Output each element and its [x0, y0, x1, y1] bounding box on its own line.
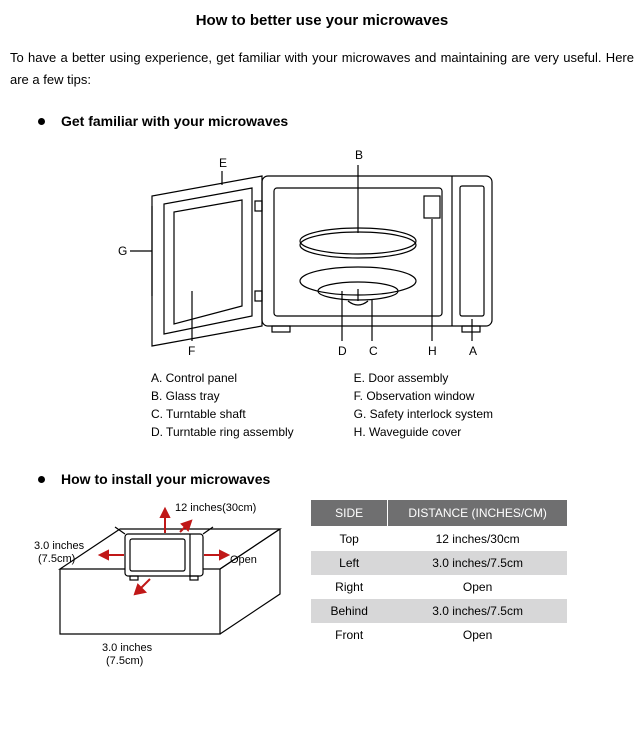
table-row: Top 12 inches/30cm	[311, 527, 568, 552]
legend-item: F. Observation window	[354, 387, 493, 405]
install-open-label: Open	[230, 554, 257, 566]
table-cell: 3.0 inches/7.5cm	[388, 551, 567, 575]
distance-table: SIDE DISTANCE (INCHES/CM) Top 12 inches/…	[310, 499, 568, 647]
diagram-label-a: A	[469, 344, 477, 358]
table-row: Right Open	[311, 575, 568, 599]
legend-col-left: A. Control panel B. Glass tray C. Turnta…	[151, 369, 294, 441]
table-cell: Behind	[311, 599, 388, 623]
table-cell: Left	[311, 551, 388, 575]
table-row: Behind 3.0 inches/7.5cm	[311, 599, 568, 623]
table-row: Front Open	[311, 623, 568, 647]
diagram-label-e: E	[219, 156, 227, 170]
install-front-label2: (7.5cm)	[106, 655, 143, 667]
legend-item: A. Control panel	[151, 369, 294, 387]
diagram-label-g: G	[118, 244, 127, 258]
table-cell: Front	[311, 623, 388, 647]
page-title: How to better use your microwaves	[10, 12, 634, 29]
diagram-label-d: D	[338, 344, 347, 358]
legend-col-right: E. Door assembly F. Observation window G…	[354, 369, 493, 441]
install-front-label1: 3.0 inches	[102, 642, 153, 654]
install-top-label: 12 inches(30cm)	[175, 502, 256, 514]
legend-item: G. Safety interlock system	[354, 405, 493, 423]
section2-title: How to install your microwaves	[61, 471, 270, 487]
section2-heading: How to install your microwaves	[38, 471, 634, 487]
table-row: Left 3.0 inches/7.5cm	[311, 551, 568, 575]
table-cell: Right	[311, 575, 388, 599]
table-header-side: SIDE	[311, 500, 388, 527]
table-cell: 3.0 inches/7.5cm	[388, 599, 567, 623]
install-diagram: 12 inches(30cm) 3.0 inches (7.5cm) Open …	[30, 499, 290, 674]
legend-item: D. Turntable ring assembly	[151, 423, 294, 441]
table-cell: Open	[388, 623, 567, 647]
diagram-label-f: F	[188, 344, 195, 358]
table-cell: Top	[311, 527, 388, 552]
legend-item: E. Door assembly	[354, 369, 493, 387]
diagram-label-c: C	[369, 344, 378, 358]
table-header-distance: DISTANCE (INCHES/CM)	[388, 500, 567, 527]
table-cell: 12 inches/30cm	[388, 527, 567, 552]
legend-item: C. Turntable shaft	[151, 405, 294, 423]
install-left-label2: (7.5cm)	[38, 553, 75, 565]
intro-text: To have a better using experience, get f…	[10, 47, 634, 91]
section1-title: Get familiar with your microwaves	[61, 113, 288, 129]
table-cell: Open	[388, 575, 567, 599]
legend-item: B. Glass tray	[151, 387, 294, 405]
diagram-label-h: H	[428, 344, 437, 358]
diagram-label-b: B	[355, 148, 363, 162]
section1-heading: Get familiar with your microwaves	[38, 113, 634, 129]
bullet-icon	[38, 118, 45, 125]
bullet-icon	[38, 476, 45, 483]
install-left-label1: 3.0 inches	[34, 540, 85, 552]
diagram-legend: A. Control panel B. Glass tray C. Turnta…	[10, 369, 634, 441]
microwave-diagram: B E G F D C H A	[10, 141, 634, 361]
legend-item: H. Waveguide cover	[354, 423, 493, 441]
